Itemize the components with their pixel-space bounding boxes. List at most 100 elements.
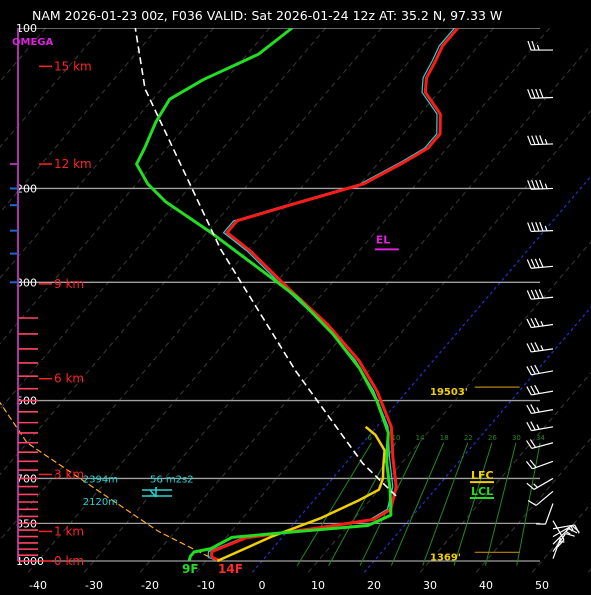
wind-barb bbox=[525, 459, 554, 470]
wind-barb-half-feather bbox=[544, 225, 548, 232]
mixing-ratio-line bbox=[484, 442, 517, 566]
height-label: 6 km bbox=[54, 372, 84, 386]
mixing-ratio-line bbox=[516, 442, 541, 566]
wind-barb-feather bbox=[526, 421, 532, 431]
wind-barb bbox=[527, 221, 554, 233]
surface-dewpoint-label: 9F bbox=[182, 562, 199, 576]
wind-barb-feather bbox=[535, 135, 540, 145]
height-label: 12 km bbox=[54, 157, 92, 171]
annotation-label: 19503' bbox=[430, 387, 468, 398]
wind-barb-shaft bbox=[552, 520, 565, 540]
wind-barb-half-feather bbox=[536, 407, 540, 413]
wind-barb-feather bbox=[531, 40, 536, 51]
wind-barb-feather bbox=[527, 499, 537, 506]
mixing-ratio-line bbox=[296, 442, 372, 566]
wind-barb bbox=[552, 524, 580, 534]
wind-barb bbox=[526, 439, 554, 450]
wind-barb-feather bbox=[527, 180, 532, 190]
omega-label: OMEGA bbox=[12, 37, 53, 48]
annotation-label: 2120m bbox=[83, 497, 118, 508]
wind-barb-feather bbox=[539, 221, 544, 232]
isotherm-line bbox=[475, 437, 591, 573]
isotherm-line bbox=[0, 28, 327, 410]
wind-barb bbox=[527, 88, 554, 99]
wind-barb bbox=[527, 490, 554, 506]
wind-barb bbox=[526, 364, 554, 376]
dewpoint-line bbox=[135, 28, 393, 562]
virtual-temperature-line bbox=[207, 28, 455, 562]
temperature-tick-label: 20 bbox=[367, 579, 381, 592]
isotherm-line bbox=[0, 28, 271, 345]
isotherm-line bbox=[419, 371, 591, 573]
wind-barb-feather bbox=[574, 524, 580, 534]
wind-barb bbox=[527, 40, 553, 51]
isotherm-line bbox=[0, 28, 383, 476]
wind-barb bbox=[526, 258, 554, 269]
wind-barb-feather bbox=[526, 343, 532, 353]
wind-barb-half-feather bbox=[568, 527, 573, 532]
wind-barb-half-feather bbox=[540, 345, 544, 351]
chart-title: NAM 2026-01-23 00z, F036 VALID: Sat 2026… bbox=[32, 8, 502, 23]
wind-barb-feather bbox=[530, 342, 536, 352]
wind-barb-feather bbox=[538, 289, 544, 299]
wind-barb bbox=[526, 342, 554, 353]
isotherm-line bbox=[27, 28, 495, 573]
wind-barb-feather bbox=[530, 385, 536, 395]
wind-barb bbox=[526, 421, 554, 432]
temperature-tick-label: -40 bbox=[29, 579, 47, 592]
height-label: 1 km bbox=[54, 524, 84, 538]
pressure-tick-label: 100 bbox=[16, 22, 37, 35]
wind-barb-feather bbox=[538, 258, 544, 268]
wind-barb bbox=[526, 289, 554, 300]
wind-barb-feather bbox=[531, 222, 536, 232]
wind-barb-feather bbox=[530, 404, 536, 414]
wind-barb-feather bbox=[534, 289, 540, 299]
wind-barb-feather bbox=[565, 532, 575, 537]
isotherm-line bbox=[195, 109, 591, 573]
wind-barb-feather bbox=[529, 459, 537, 468]
wind-barb-half-feather bbox=[536, 44, 540, 51]
wind-barb-feather bbox=[525, 461, 533, 470]
height-label: 15 km bbox=[54, 59, 92, 73]
temperature-tick-label: -20 bbox=[141, 579, 159, 592]
mixing-ratio-line bbox=[422, 442, 469, 566]
wind-barb-shaft bbox=[552, 533, 567, 552]
dcape-line bbox=[0, 401, 218, 562]
wind-barbs bbox=[525, 40, 580, 559]
wind-barb-feather bbox=[526, 386, 532, 396]
wind-barb bbox=[526, 384, 554, 396]
pressure-tick-label: 200 bbox=[16, 182, 37, 195]
wind-barb-feather bbox=[530, 421, 536, 431]
wind-barb-shaft bbox=[544, 503, 554, 525]
wind-barb-half-feather bbox=[565, 530, 571, 535]
wind-barb bbox=[552, 520, 565, 548]
isotherm-line bbox=[139, 44, 591, 573]
dry-adiabat-line bbox=[134, 28, 397, 497]
temperature-tick-label: 30 bbox=[423, 579, 437, 592]
temperature-tick-label: 50 bbox=[535, 579, 549, 592]
wind-barb-shaft bbox=[533, 477, 554, 490]
wind-barb-feather bbox=[526, 440, 533, 449]
isotherm-line bbox=[0, 28, 47, 83]
wind-barb-feather bbox=[539, 135, 544, 145]
height-label: 3 km bbox=[54, 467, 84, 481]
height-label: 9 km bbox=[54, 277, 84, 291]
wind-barb-feather bbox=[526, 482, 535, 490]
pressure-tick-label: 300 bbox=[16, 276, 37, 289]
temperature-tick-label: 0 bbox=[259, 579, 266, 592]
helicity-label: 56 m2s2 bbox=[150, 474, 194, 485]
wind-barb-feather bbox=[535, 88, 540, 99]
wind-barb-feather bbox=[527, 135, 532, 145]
wind-barb bbox=[526, 477, 554, 490]
temperature-tick-label: 10 bbox=[311, 579, 325, 592]
wind-barb-feather bbox=[534, 342, 540, 352]
mixing-ratio-label: 6 bbox=[367, 434, 372, 442]
wind-barb-feather bbox=[531, 135, 536, 145]
mixing-ratio-line bbox=[453, 442, 493, 566]
annotations: 19503' 1369' 2394m 56 m2s2 2120m EL LFC LCL bbox=[83, 233, 520, 563]
temperature-tick-label: -30 bbox=[85, 579, 103, 592]
parcel-line bbox=[216, 425, 386, 563]
wind-barb-feather bbox=[531, 179, 536, 190]
wind-barb-feather bbox=[530, 365, 536, 375]
